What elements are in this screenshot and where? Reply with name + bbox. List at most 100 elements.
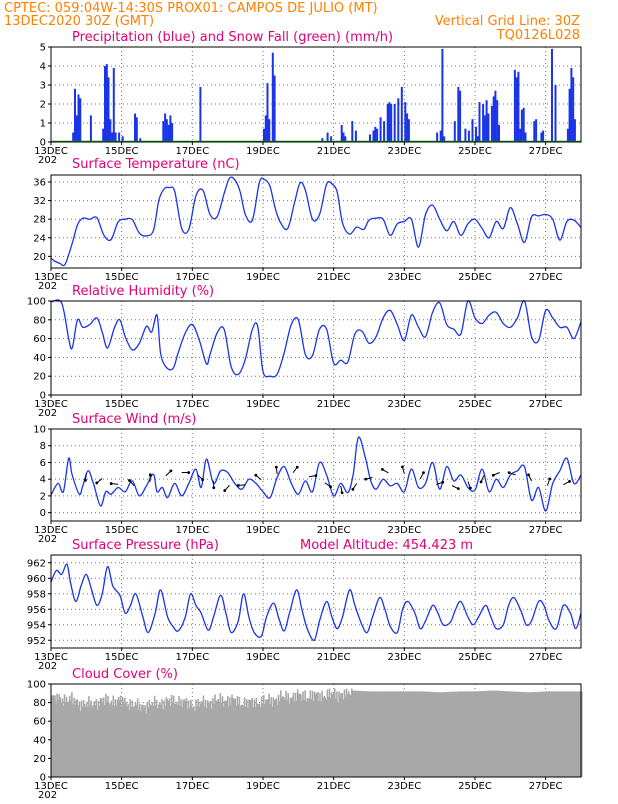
precip-bar	[351, 121, 353, 142]
x-tick-label: 17DEC	[175, 146, 209, 157]
wind-arrow-head	[254, 474, 257, 477]
x-tick-label: 17DEC	[175, 652, 209, 663]
x-tick-label: 23DEC	[387, 272, 421, 283]
precip-bar	[523, 108, 525, 142]
precip-bar	[341, 125, 343, 142]
precip-bar	[555, 85, 557, 142]
x-tick-label: 25DEC	[458, 525, 492, 536]
x-tick-label: 23DEC	[387, 781, 421, 792]
wind-arrow-head	[527, 473, 530, 476]
temp-panel-title: Surface Temperature (nC)	[72, 157, 240, 172]
wind-arrow-head	[508, 471, 511, 474]
x-tick-label: 15DEC	[105, 272, 139, 283]
x-tick-label: 15DEC	[105, 146, 139, 157]
precip-bar	[517, 72, 519, 142]
wind-arrow-head	[149, 473, 152, 476]
x-year-label: 202	[38, 534, 57, 545]
pres-panel-title: Surface Pressure (hPa)	[72, 538, 219, 553]
precip-bar	[516, 77, 518, 142]
precip-bar	[486, 100, 488, 142]
precip-bar	[574, 119, 576, 142]
x-tick-label: 17DEC	[175, 272, 209, 283]
x-tick-label: 21DEC	[317, 652, 351, 663]
wind-arrow-head	[480, 480, 483, 483]
precip-bar	[111, 133, 113, 143]
precip-bar	[406, 114, 408, 143]
header-grid-line: Vertical Grid Line: 30Z	[435, 14, 580, 29]
x-tick-label: 27DEC	[529, 652, 563, 663]
wind-arrow-head	[170, 470, 173, 473]
wind-arrow-head	[568, 480, 571, 483]
wind-arrow-head	[84, 479, 87, 482]
wind-arrow-head	[457, 487, 460, 490]
precip-bar	[267, 83, 269, 142]
y-tick-label: 20	[33, 372, 46, 383]
x-tick-label: 25DEC	[458, 399, 492, 410]
precip-bar	[268, 119, 270, 142]
y-tick-label: 4	[40, 475, 46, 486]
wind-arrow-head	[110, 482, 113, 485]
precip-bar	[388, 102, 390, 142]
precip-bar	[115, 133, 117, 143]
y-tick-label: 28	[33, 215, 46, 226]
precip-bar	[498, 125, 500, 142]
precip-bar	[533, 121, 535, 142]
y-tick-label: 24	[33, 233, 46, 244]
x-tick-label: 27DEC	[529, 146, 563, 157]
precip-bar	[272, 53, 274, 142]
x-tick-label: 23DEC	[387, 652, 421, 663]
wind-arrow-head	[223, 489, 226, 492]
wind-arrow-head	[212, 486, 215, 489]
wind-arrow-head	[351, 488, 354, 491]
wind-arrow-head	[314, 474, 317, 477]
precip-bar	[383, 121, 385, 142]
precip-bar	[401, 87, 403, 142]
x-year-label: 202	[38, 281, 57, 292]
x-tick-label: 25DEC	[458, 146, 492, 157]
x-tick-label: 21DEC	[317, 525, 351, 536]
y-tick-label: 5	[40, 43, 46, 54]
precip-bar	[397, 98, 399, 142]
precip-bar	[525, 133, 527, 143]
precip-bar	[79, 98, 81, 142]
x-tick-label: 25DEC	[458, 652, 492, 663]
y-tick-label: 6	[40, 458, 46, 469]
precip-bar	[472, 119, 474, 142]
x-tick-label: 15DEC	[105, 652, 139, 663]
precip-bar	[390, 104, 392, 142]
x-tick-label: 15DEC	[105, 781, 139, 792]
y-tick-label: 958	[27, 589, 46, 600]
x-tick-label: 25DEC	[458, 272, 492, 283]
precip-bar	[454, 121, 456, 142]
y-tick-label: 36	[33, 177, 46, 188]
precip-bar	[113, 68, 115, 142]
wind-panel-title: Surface Wind (m/s)	[72, 412, 196, 427]
y-tick-label: 954	[27, 620, 46, 631]
precip-bar	[376, 129, 378, 142]
x-tick-label: 27DEC	[529, 399, 563, 410]
y-tick-label: 2	[40, 491, 46, 502]
precip-bar	[441, 49, 443, 142]
wind-arrow-head	[441, 481, 444, 484]
y-tick-label: 60	[33, 717, 46, 728]
precip-bar	[104, 66, 106, 142]
precip-bar	[355, 131, 357, 142]
precip-bar	[274, 76, 276, 143]
precip-bar	[535, 119, 537, 142]
precip-bar	[542, 131, 544, 142]
wind-arrow-head	[364, 478, 367, 481]
precip-bar	[464, 129, 466, 142]
x-year-label: 202	[38, 661, 57, 672]
x-tick-label: 23DEC	[387, 146, 421, 157]
x-tick-label: 27DEC	[529, 525, 563, 536]
precip-bar	[496, 100, 498, 142]
header-date: 13DEC2020 30Z (GMT)	[4, 14, 154, 29]
x-tick-label: 19DEC	[246, 146, 280, 157]
y-tick-label: 60	[33, 334, 46, 345]
precip-bar	[108, 77, 110, 142]
y-tick-label: 2	[40, 100, 46, 111]
